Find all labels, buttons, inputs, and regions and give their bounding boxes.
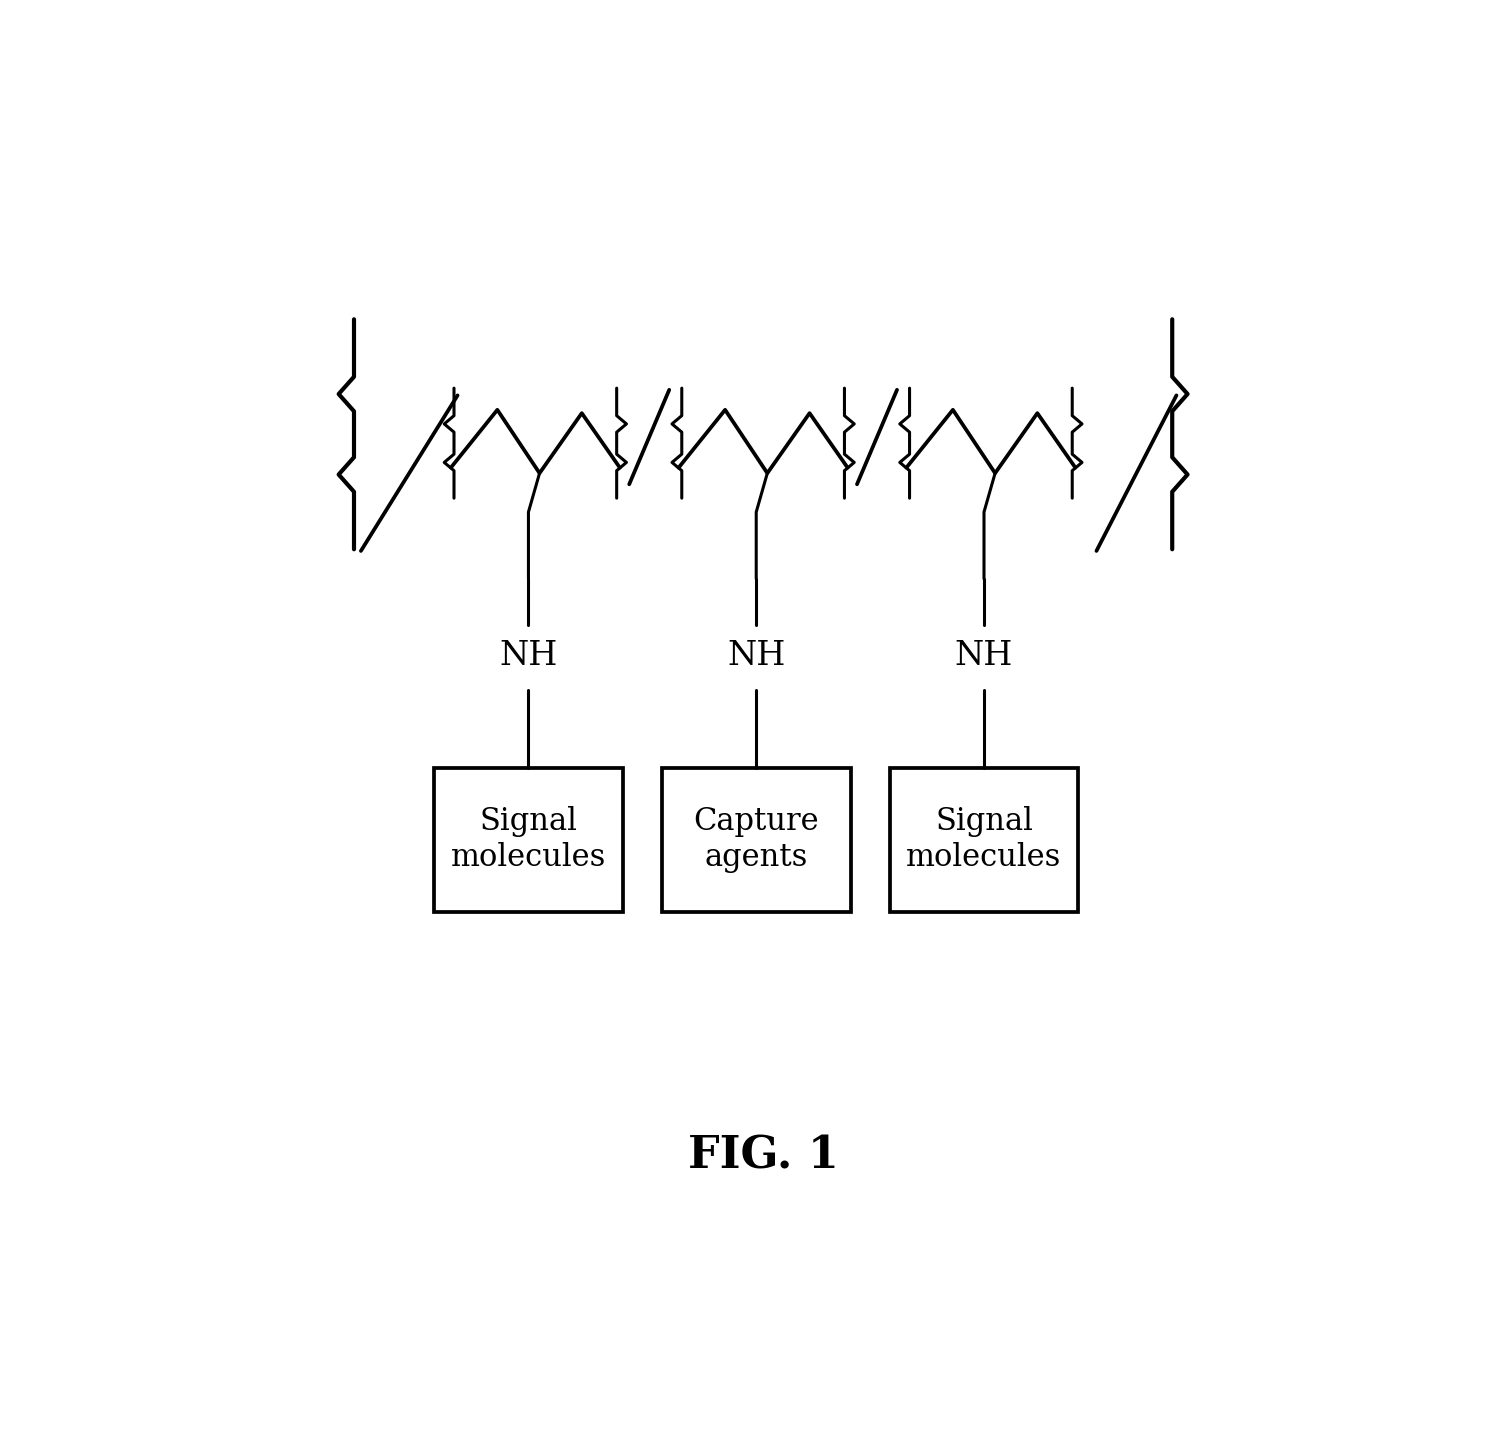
Bar bbox=[433, 768, 622, 912]
Text: Signal
molecules: Signal molecules bbox=[907, 807, 1062, 873]
Text: Signal
molecules: Signal molecules bbox=[451, 807, 606, 873]
Text: NH: NH bbox=[727, 641, 785, 672]
Text: NH: NH bbox=[499, 641, 558, 672]
Text: NH: NH bbox=[954, 641, 1013, 672]
Text: Capture
agents: Capture agents bbox=[694, 807, 819, 873]
Bar bbox=[661, 768, 850, 912]
Bar bbox=[889, 768, 1078, 912]
Text: FIG. 1: FIG. 1 bbox=[688, 1136, 838, 1177]
